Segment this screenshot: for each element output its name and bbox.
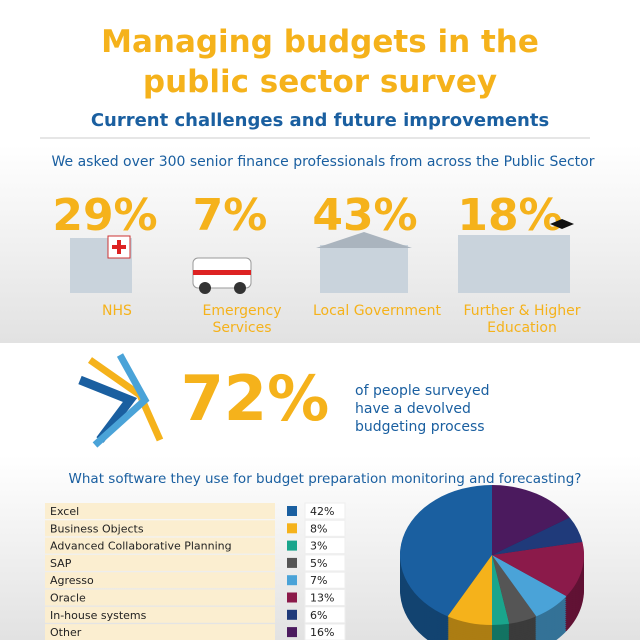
row-value: 13% <box>310 592 334 605</box>
row-name: Advanced Collaborative Planning <box>50 540 232 553</box>
row-value: 8% <box>310 522 327 535</box>
swatch <box>287 592 297 603</box>
software-table: Excel 42% Business Objects 8% Advanced Colla… <box>45 502 346 640</box>
row-name: Oracle <box>50 592 86 605</box>
row-bg <box>45 624 275 640</box>
swatch <box>287 627 297 638</box>
value-bg <box>304 502 346 520</box>
icons <box>70 219 574 294</box>
row-value: 42% <box>310 505 334 518</box>
row-name: Business Objects <box>50 522 144 535</box>
row-name: Other <box>50 626 82 639</box>
row-name: SAP <box>50 557 72 570</box>
value-bg <box>304 537 346 555</box>
value-bg <box>304 623 346 640</box>
row-name: Excel <box>50 505 79 518</box>
row-bg <box>45 589 275 606</box>
value-bg <box>304 554 346 572</box>
row-bg <box>45 554 275 571</box>
pie-slice <box>492 485 570 555</box>
swatch <box>287 540 297 551</box>
intro: We asked over 300 senior finance profess… <box>52 154 595 170</box>
row-value: 5% <box>310 557 327 570</box>
value-bg <box>304 571 346 589</box>
value-bg <box>304 589 346 606</box>
value-bg <box>304 519 346 537</box>
sector-label: Further & Higher <box>463 303 580 319</box>
sector-label: Emergency <box>203 303 282 319</box>
swatch <box>287 609 297 620</box>
pie <box>399 485 584 640</box>
row-value: 6% <box>310 609 327 622</box>
swatch <box>287 557 297 568</box>
title: public sector survey <box>143 64 497 100</box>
row-bg <box>45 572 275 589</box>
row-name: In-house systems <box>50 609 147 622</box>
row-value: 7% <box>310 574 327 587</box>
pie-slice <box>492 555 537 624</box>
sector-label: Education <box>487 320 557 336</box>
sector-percent: 18% <box>457 190 562 241</box>
sector-percent: 29% <box>52 190 157 241</box>
sector-label: Local Government <box>313 303 442 319</box>
pie-slice <box>492 555 510 625</box>
arrows <box>78 353 164 448</box>
row-name: Agresso <box>50 574 94 587</box>
row-bg <box>45 503 275 519</box>
row-bg <box>45 537 275 554</box>
swatch <box>287 506 297 516</box>
pie-slice <box>492 555 567 617</box>
row-bg <box>45 520 275 537</box>
value-bg <box>304 606 346 624</box>
row-bg <box>45 606 275 623</box>
question: What software they use for budget prepar… <box>69 471 582 487</box>
swatch <box>287 575 297 586</box>
title: Managing budgets in the <box>101 24 539 60</box>
pie-slice <box>400 485 492 617</box>
sector-label: NHS <box>102 303 132 319</box>
pie-slice <box>492 541 584 597</box>
row-value: 16% <box>310 626 334 639</box>
devolved-line: have a devolved <box>355 401 471 417</box>
devolved-percent: 72% <box>181 362 329 435</box>
sector-label: Services <box>212 320 271 336</box>
row-value: 3% <box>310 540 327 553</box>
sector-percent: 7% <box>193 190 268 241</box>
devolved-line: of people surveyed <box>355 383 489 399</box>
devolved-text: of people surveyed have a devolved budgeti… <box>355 383 489 435</box>
pie-slice <box>492 517 583 555</box>
subtitle: Current challenges and future improvemen… <box>91 110 549 131</box>
devolved-line: budgeting process <box>355 419 485 435</box>
pie-slice <box>447 555 492 625</box>
swatch <box>287 523 297 534</box>
